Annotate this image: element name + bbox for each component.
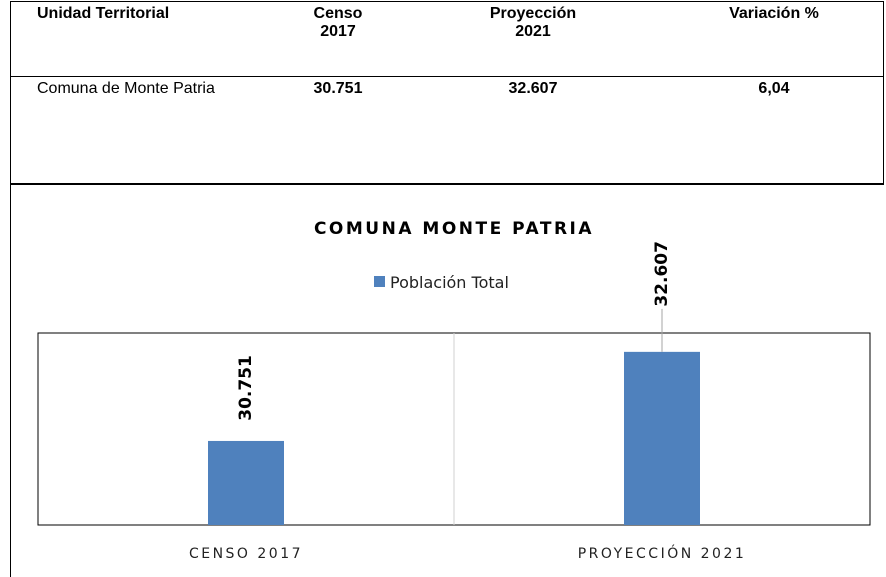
- cell: Comuna de Monte Patria: [10, 76, 275, 185]
- cell: 6,04: [665, 76, 884, 185]
- header-cell: Proyección 2021: [401, 1, 665, 77]
- header-cell: Variación %: [665, 1, 884, 77]
- data-row: Comuna de Monte Patria 30.751 32.607 6,0…: [10, 76, 884, 185]
- bar: [624, 351, 700, 525]
- legend-label: Población Total: [390, 273, 509, 292]
- cell: 30.751: [275, 76, 401, 185]
- header-cell: Unidad Territorial: [10, 1, 275, 77]
- chart-title: COMUNA MONTE PATRIA: [314, 219, 594, 239]
- data-label: 32.607: [652, 241, 672, 307]
- bar: [208, 440, 284, 525]
- header-row: Unidad Territorial Censo 2017 Proyección…: [10, 1, 884, 77]
- data-table: Unidad Territorial Censo 2017 Proyección…: [10, 1, 884, 185]
- cell: 32.607: [401, 76, 665, 185]
- header-cell: Censo 2017: [275, 1, 401, 77]
- legend-swatch: [374, 276, 385, 287]
- x-tick-label: PROYECCIÓN 2021: [578, 544, 747, 562]
- header-text: Proyección 2021: [489, 5, 577, 40]
- cell-text: Comuna de Monte Patria: [37, 80, 215, 97]
- data-label: 30.751: [236, 355, 256, 421]
- header-text: Censo 2017: [313, 5, 363, 40]
- x-tick-label: CENSO 2017: [189, 546, 303, 562]
